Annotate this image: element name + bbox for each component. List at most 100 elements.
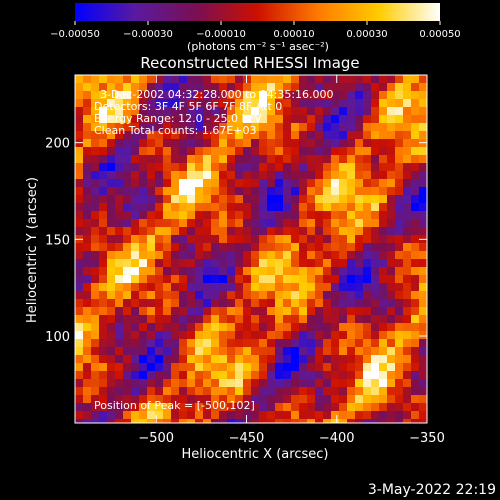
- heatmap-cell: [163, 115, 171, 123]
- heatmap-cell: [307, 355, 315, 363]
- heatmap-cell: [363, 291, 371, 299]
- heatmap-cell: [139, 411, 147, 419]
- heatmap-cell: [123, 139, 131, 147]
- heatmap-cell: [259, 363, 267, 371]
- heatmap-cell: [163, 291, 171, 299]
- heatmap-cell: [75, 315, 83, 323]
- heatmap-cell: [363, 83, 371, 91]
- heatmap-cell: [323, 275, 331, 283]
- heatmap-cell: [251, 299, 259, 307]
- heatmap-cell: [227, 179, 235, 187]
- heatmap-cell: [403, 187, 411, 195]
- heatmap-cell: [339, 107, 347, 115]
- heatmap-cell: [99, 355, 107, 363]
- heatmap-cell: [99, 387, 107, 395]
- heatmap-cell: [91, 315, 99, 323]
- heatmap-cell: [259, 155, 267, 163]
- heatmap-cell: [267, 139, 275, 147]
- heatmap-cell: [147, 243, 155, 251]
- heatmap-cell: [123, 147, 131, 155]
- heatmap-cell: [227, 291, 235, 299]
- x-tick-label: −400: [319, 431, 355, 446]
- heatmap-cell: [395, 355, 403, 363]
- heatmap-cell: [371, 299, 379, 307]
- heatmap-cell: [315, 299, 323, 307]
- heatmap-cell: [83, 403, 91, 411]
- heatmap-cell: [419, 331, 427, 339]
- heatmap-cell: [363, 147, 371, 155]
- heatmap-cell: [411, 155, 419, 163]
- heatmap-cell: [155, 115, 163, 123]
- heatmap-cell: [275, 115, 283, 123]
- heatmap-cell: [363, 299, 371, 307]
- heatmap-cell: [147, 131, 155, 139]
- heatmap-cell: [115, 275, 123, 283]
- heatmap-cell: [267, 179, 275, 187]
- heatmap-cell: [299, 291, 307, 299]
- heatmap-cell: [115, 395, 123, 403]
- heatmap-cell: [195, 315, 203, 323]
- heatmap-cell: [203, 83, 211, 91]
- heatmap-cell: [355, 299, 363, 307]
- heatmap-cell: [131, 267, 139, 275]
- heatmap-cell: [307, 315, 315, 323]
- heatmap-cell: [339, 147, 347, 155]
- heatmap-cell: [347, 251, 355, 259]
- heatmap-cell: [283, 355, 291, 363]
- heatmap-cell: [139, 171, 147, 179]
- heatmap-cell: [187, 323, 195, 331]
- heatmap-cell: [147, 147, 155, 155]
- heatmap-cell: [283, 387, 291, 395]
- heatmap-cell: [283, 379, 291, 387]
- heatmap-cell: [171, 347, 179, 355]
- heatmap-cell: [355, 147, 363, 155]
- heatmap-cell: [195, 307, 203, 315]
- heatmap-cell: [83, 83, 91, 91]
- heatmap-cell: [163, 379, 171, 387]
- heatmap-cell: [219, 227, 227, 235]
- heatmap-cell: [331, 123, 339, 131]
- heatmap-cell: [363, 99, 371, 107]
- heatmap-cell: [411, 339, 419, 347]
- heatmap-cell: [283, 347, 291, 355]
- heatmap-cell: [379, 315, 387, 323]
- heatmap-cell: [283, 179, 291, 187]
- heatmap-cell: [123, 211, 131, 219]
- heatmap-cell: [259, 267, 267, 275]
- heatmap-cell: [75, 211, 83, 219]
- heatmap-cell: [259, 419, 267, 423]
- heatmap-cell: [323, 411, 331, 419]
- heatmap-cell: [99, 219, 107, 227]
- heatmap-cell: [83, 227, 91, 235]
- heatmap-cell: [403, 115, 411, 123]
- heatmap-cell: [307, 235, 315, 243]
- heatmap-cell: [291, 307, 299, 315]
- heatmap-cell: [251, 203, 259, 211]
- heatmap-cell: [363, 171, 371, 179]
- heatmap-cell: [323, 235, 331, 243]
- heatmap-cell: [395, 331, 403, 339]
- heatmap-cell: [379, 219, 387, 227]
- heatmap-cell: [283, 323, 291, 331]
- heatmap-cell: [347, 243, 355, 251]
- heatmap-cell: [195, 227, 203, 235]
- heatmap-cell: [235, 259, 243, 267]
- heatmap-cell: [411, 419, 419, 423]
- heatmap-cell: [75, 411, 83, 419]
- heatmap-cell: [243, 347, 251, 355]
- heatmap-cell: [107, 371, 115, 379]
- heatmap-cell: [387, 147, 395, 155]
- heatmap-cell: [331, 75, 339, 83]
- heatmap-cell: [339, 395, 347, 403]
- heatmap-cell: [363, 267, 371, 275]
- colorbar: −0.00050 −0.00030 −0.00010 0.00010 0.00030 0.…: [50, 3, 461, 53]
- heatmap-cell: [147, 411, 155, 419]
- heatmap-cell: [403, 307, 411, 315]
- heatmap-cell: [203, 171, 211, 179]
- heatmap-cell: [203, 339, 211, 347]
- heatmap-cell: [147, 363, 155, 371]
- heatmap-cell: [139, 291, 147, 299]
- heatmap-cell: [395, 107, 403, 115]
- heatmap-cell: [291, 355, 299, 363]
- heatmap-cell: [283, 267, 291, 275]
